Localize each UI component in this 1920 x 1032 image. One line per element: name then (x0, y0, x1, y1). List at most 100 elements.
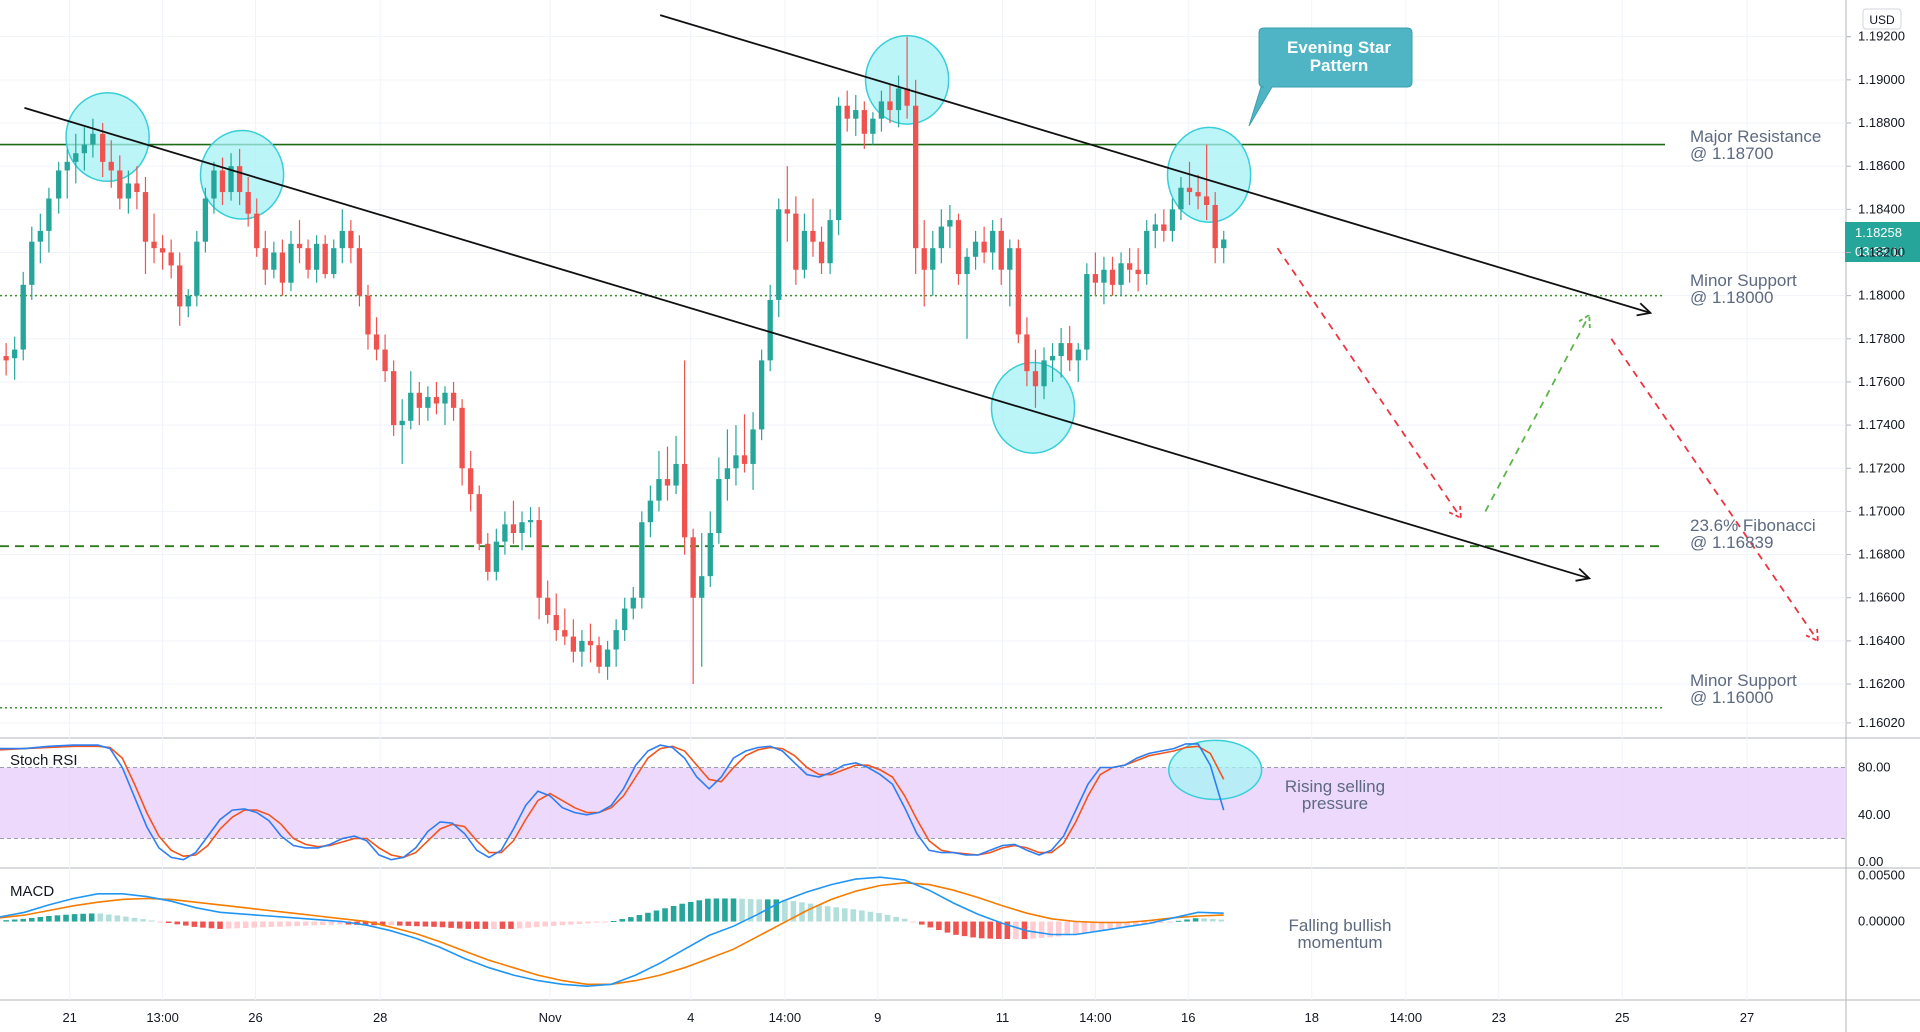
macd-histogram-bar (174, 921, 181, 925)
macd-histogram-bar (525, 921, 531, 928)
candle-bull (202, 198, 209, 242)
price-tick-label: 1.18200 (1858, 244, 1905, 259)
macd-histogram-bar (542, 921, 549, 927)
time-tick-label: 27 (1740, 1010, 1754, 1025)
macd-tick-label: 0.00500 (1858, 867, 1905, 882)
candle-bull (733, 455, 739, 469)
candle-bear (168, 252, 174, 266)
candle-bear (1109, 269, 1116, 285)
time-tick-label: 28 (373, 1010, 387, 1025)
last-price: 1.18258 (1855, 225, 1902, 240)
stoch-tick-label: 80.00 (1858, 760, 1891, 775)
candle-bear (570, 636, 577, 652)
time-tick-label: 14:00 (1390, 1010, 1423, 1025)
candle-bull (527, 520, 534, 523)
macd-histogram-bar (337, 921, 343, 925)
candle-bear (177, 265, 183, 307)
macd-histogram-bar (140, 919, 146, 922)
stoch-d-line (0, 745, 1225, 859)
label-fibonacci: 23.6% Fibonacci (1690, 516, 1816, 535)
macd-histogram-bar (242, 921, 249, 928)
macd-histogram-bar (131, 917, 138, 922)
candle-bear (861, 110, 867, 134)
macd-histogram-bar (456, 921, 463, 929)
macd-histogram-bar (850, 909, 857, 922)
candle-bull (399, 420, 405, 426)
time-tick-label: 16 (1181, 1010, 1195, 1025)
macd-histogram-bar (670, 905, 677, 922)
candle-bull (211, 170, 217, 199)
countdown: 03:38:11 (1855, 244, 1905, 259)
trendlines[interactable] (24, 14, 1653, 582)
candle-bear (818, 241, 825, 264)
price-tick-label: 1.18800 (1858, 115, 1905, 130)
candle-bull (870, 118, 876, 134)
macd-histogram-bar (482, 921, 489, 929)
candle-bull (758, 360, 765, 430)
candle-bull (331, 248, 337, 275)
candle-bear (955, 220, 962, 275)
candle-bull (938, 226, 944, 249)
macd-histogram-bar (1141, 921, 1148, 925)
evening-star-callout[interactable]: Evening Star Pattern (1248, 27, 1413, 127)
candle-bull (442, 392, 448, 404)
bearish-projection (1276, 247, 1462, 519)
candle-bull (37, 230, 43, 242)
macd-histogram-bar (405, 921, 412, 926)
candle-bear (545, 597, 551, 615)
label-falling-bullish: Falling bullish (1289, 916, 1392, 935)
price-tick-label: 1.17800 (1858, 331, 1905, 346)
candle-bear (998, 230, 1004, 270)
macd-histogram-bar (1064, 921, 1071, 936)
macd-histogram-bar (1192, 918, 1199, 922)
candle-bear (904, 88, 910, 106)
candle-bull (835, 105, 842, 221)
candle-bull (878, 101, 885, 119)
macd-histogram-bar (106, 914, 112, 922)
macd-histogram-bar (773, 899, 780, 922)
candle-bull (1178, 187, 1184, 210)
candle-bear (1212, 205, 1218, 249)
candle-bear (1126, 263, 1133, 270)
stoch-rsi-band (0, 767, 1846, 839)
macd-histogram-bar (747, 899, 754, 922)
candle-bear (382, 349, 388, 372)
label-minor-support-1: Minor Support (1690, 271, 1797, 290)
candle-bear (245, 192, 251, 214)
macd-histogram-bar (63, 914, 69, 922)
candle-bull (519, 522, 525, 533)
macd-histogram-bar (953, 921, 959, 935)
currency-badge[interactable]: USD (1862, 8, 1902, 30)
candle-bull (630, 597, 636, 609)
candle-bear (450, 392, 457, 408)
price-tick-label: 1.16400 (1858, 633, 1905, 648)
candle-bear (1015, 248, 1022, 335)
stoch-pane-title: Stoch RSI (10, 752, 78, 769)
candle-bull (288, 243, 294, 283)
macd-histogram-bar (645, 912, 651, 922)
macd-histogram-bar (225, 921, 232, 929)
trendline (659, 14, 1651, 314)
annotations: Evening Star Pattern Major Resistance @ … (1248, 27, 1821, 952)
macd-histogram-bar (251, 921, 258, 928)
candle-bear (279, 252, 286, 283)
trendline-arrowhead (1636, 302, 1653, 317)
macd-histogram-bar (533, 921, 540, 928)
macd-histogram-bar (867, 911, 874, 922)
bearish-projection-2 (1610, 338, 1819, 642)
candle-bull (73, 153, 79, 162)
candle-bull (493, 541, 499, 572)
macd-histogram-bar (551, 921, 557, 926)
macd-histogram-bar (936, 921, 942, 931)
candle-bull (408, 392, 414, 421)
macd-histogram-bar (585, 921, 591, 924)
macd-histogram-bar (302, 921, 309, 926)
macd-histogram-bar (1047, 921, 1053, 938)
candle-bull (339, 230, 345, 249)
candle-bear (1203, 196, 1210, 205)
macd-histogram-bar (628, 917, 634, 922)
candle-bull (604, 649, 611, 667)
candle-bear (365, 295, 371, 335)
macd-histogram-bar (987, 921, 994, 939)
